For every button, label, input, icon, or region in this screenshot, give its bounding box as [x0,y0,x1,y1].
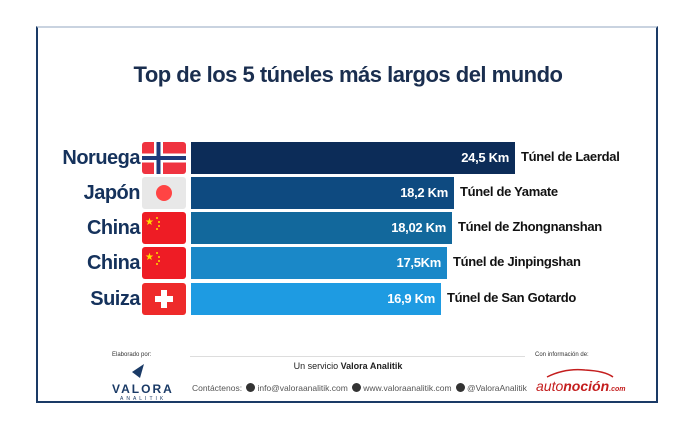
contact-label: Contáctenos: [192,383,243,393]
tunnel-name: Túnel de Zhongnanshan [458,219,602,234]
tunnel-name: Túnel de Jinpingshan [453,254,581,269]
bar-row: Japón 18,2 Km Túnel de Yamate [0,177,696,209]
value-label: 18,2 Km [400,185,448,200]
email-icon [246,383,256,392]
bar-row: Noruega 24,5 Km Túnel de Laerdal [0,142,696,174]
autonocion-logo: autonoción.com [536,378,625,394]
divider [190,356,525,357]
bar: 16,9 Km [191,283,441,315]
bar: 24,5 Km [191,142,515,174]
value-label: 17,5Km [396,255,442,270]
value-label: 18,02 Km [391,220,446,235]
twitter-icon [455,383,465,392]
bar-row: Suiza 16,9 Km Túnel de San Gotardo [0,283,696,315]
tunnel-name: Túnel de Yamate [460,184,558,199]
tunnel-name: Túnel de Laerdal [521,149,620,164]
logo-part: noción [563,378,610,394]
logo-part: auto [536,378,564,394]
tunnel-name: Túnel de San Gotardo [447,290,577,305]
valora-logo-sub: ANALITIK [120,396,167,402]
value-label: 24,5 Km [461,150,509,165]
globe-icon [352,383,362,392]
bar: 18,2 Km [191,177,454,209]
bar-row: China ★ 17,5Km Túnel de Jinpingshan [0,247,696,279]
made-by-label: Elaborado por: [112,352,152,358]
frame [36,26,658,403]
norway-flag-icon [142,142,186,174]
switzerland-flag-icon [142,283,186,315]
chart-title: Top de los 5 túneles más largos del mund… [133,62,563,87]
bar-row: China ★ 18,02 Km Túnel de Zhongnanshan [0,212,696,244]
valora-logo: VALORA [112,382,174,396]
country-label: Japón [83,182,141,204]
service-text: Un servicio Valora Analitik [0,361,696,371]
logo-part: .com [609,386,626,393]
svg-text:★: ★ [145,252,154,263]
country-label: China [86,217,141,239]
source-label: Con información de: [535,352,589,358]
value-label: 16,9 Km [387,291,435,306]
service-brand: Valora Analitik [340,361,403,371]
bar: 17,5Km [191,247,447,279]
china-flag-icon: ★ [142,247,186,279]
email-link[interactable]: info@valoraanalitik.com [257,383,348,393]
china-flag-icon: ★ [142,212,186,244]
country-label: China [86,252,141,274]
valora-logo-icon [132,364,144,378]
car-outline-icon [546,368,614,378]
japan-flag-icon [142,177,186,209]
twitter-link[interactable]: @ValoraAnalitik [466,383,527,393]
web-link[interactable]: www.valoraanalitik.com [363,383,452,393]
contact-line: Contáctenos: info@valoraanalitik.com www… [192,383,527,393]
svg-text:★: ★ [145,217,154,228]
country-label: Suiza [90,288,140,310]
bar: 18,02 Km [191,212,452,244]
service-prefix: Un servicio [293,361,341,371]
country-label: Noruega [62,147,140,169]
